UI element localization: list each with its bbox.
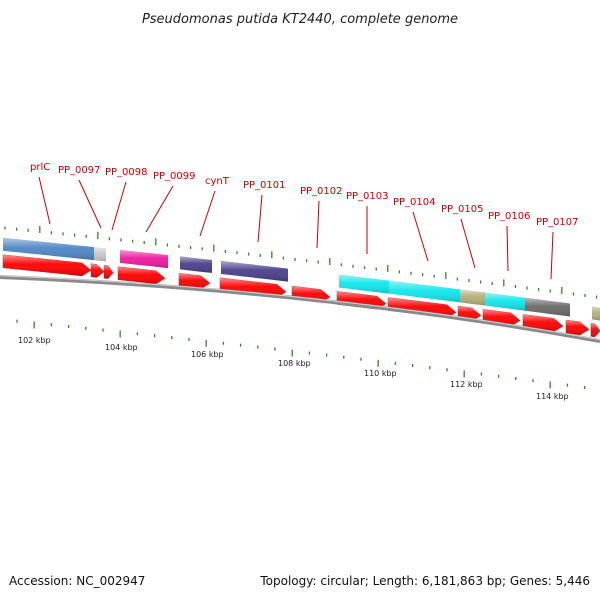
function-block-shading <box>339 274 389 294</box>
function-block-shading <box>221 261 288 282</box>
leader-line <box>111 181 127 231</box>
gene-arrow-shading <box>523 314 563 332</box>
function-block-shading <box>3 237 94 261</box>
gene-arrow-shading <box>591 323 600 337</box>
gene-arrow-shading <box>118 266 165 284</box>
leader-line <box>506 225 509 272</box>
map-title: Pseudomonas putida KT2440, complete geno… <box>142 12 458 27</box>
function-block-shading <box>389 280 460 303</box>
gene-labels: prlC PP_0097 PP_0098 PP_0099 cynT PP_0101 PP_0… <box>30 162 579 228</box>
leader-line <box>550 231 554 280</box>
function-block-shading <box>180 256 212 273</box>
gene-arrow-shading <box>388 297 456 318</box>
scale-label: 102 kbp <box>18 336 51 345</box>
scale-label: 114 kbp <box>536 392 569 401</box>
scale-label: 108 kbp <box>278 359 311 368</box>
leader-line <box>460 218 476 269</box>
leader-line <box>412 211 429 262</box>
gene-arrow <box>522 314 564 332</box>
genome-summary-text: Topology: circular; Length: 6,181,863 bp… <box>260 574 590 588</box>
gene-arrow-shading <box>91 263 104 278</box>
gene-arrow <box>103 264 114 279</box>
function-block-shading <box>485 292 525 311</box>
scale-label: 112 kbp <box>450 380 483 389</box>
gene-label: prlC <box>30 162 50 173</box>
genome-backbone <box>0 275 600 343</box>
gene-arrow-shading <box>104 265 113 279</box>
leader-line <box>199 190 216 237</box>
gene-label: PP_0102 <box>300 186 343 197</box>
scale-label: 106 kbp <box>191 350 224 359</box>
leader-line <box>38 176 51 225</box>
gene-label: PP_0106 <box>488 211 531 222</box>
function-block-shading <box>120 249 168 269</box>
backbone-highlight <box>0 275 600 341</box>
gene-arrow-shading <box>3 254 91 276</box>
gene-arrow-shading <box>179 273 210 289</box>
upper-tick-marks <box>4 226 598 299</box>
gene-label: PP_0101 <box>243 180 286 191</box>
leader-line <box>316 200 320 249</box>
scale-ticks <box>16 319 586 389</box>
gene-label: PP_0105 <box>441 204 484 215</box>
gene-arrow-shading <box>566 320 589 335</box>
scale-label: 110 kbp <box>364 369 397 378</box>
function-block-shading <box>94 247 106 262</box>
function-track <box>3 237 600 321</box>
gene-arrow <box>2 254 92 277</box>
leader-line <box>78 179 102 229</box>
gene-label: PP_0097 <box>58 165 101 176</box>
scale-label: 104 kbp <box>105 343 138 352</box>
gene-label: PP_0098 <box>105 167 148 178</box>
function-block-shading <box>525 297 570 317</box>
gene-arrow <box>90 263 105 278</box>
function-block-shading <box>460 289 485 306</box>
gene-label: PP_0103 <box>346 191 389 202</box>
leader-line <box>257 194 263 243</box>
gene-label: PP_0104 <box>393 197 436 208</box>
scale-labels: 102 kbp 104 kbp 106 kbp 108 kbp 110 kbp 112 k… <box>18 336 569 401</box>
backbone-line <box>0 275 600 343</box>
gene-arrow <box>565 319 590 336</box>
gene-label: PP_0099 <box>153 171 196 182</box>
gene-arrow <box>590 323 600 338</box>
label-leader-lines <box>38 176 554 280</box>
function-block-shading <box>592 306 600 321</box>
leader-line <box>145 185 174 233</box>
forward-gene-arrows <box>2 254 600 338</box>
accession-text: Accession: NC_002947 <box>9 574 146 588</box>
gene-label: cynT <box>205 176 230 187</box>
gene-label: PP_0107 <box>536 217 579 228</box>
gene-arrow <box>117 266 166 285</box>
